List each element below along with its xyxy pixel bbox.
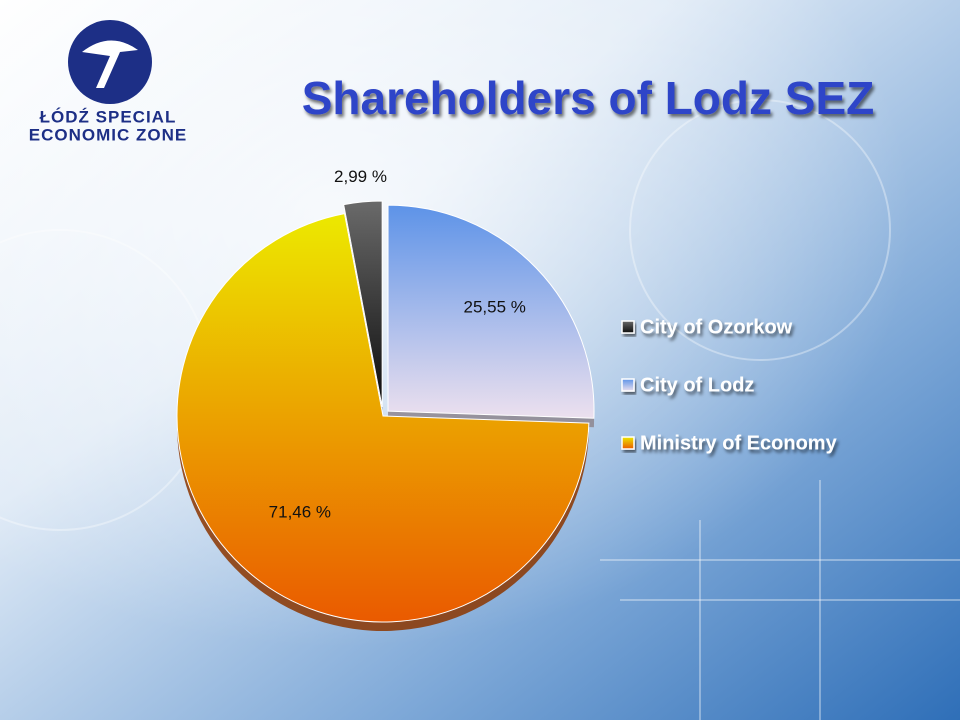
legend-label: City of Lodz — [640, 374, 754, 396]
legend-swatch — [621, 320, 635, 334]
logo-text: ECONOMIC ZONE — [29, 125, 187, 144]
legend-label: Ministry of Economy — [640, 432, 838, 454]
slice — [343, 200, 383, 408]
legend-swatch — [621, 436, 635, 450]
data-label: 2,99 % — [334, 167, 387, 186]
legend-label: City of Ozorkow — [640, 316, 793, 338]
background-lines — [0, 99, 960, 720]
data-label: 25,55 % — [464, 298, 526, 317]
logo-text: ŁÓDŹ SPECIAL — [40, 107, 177, 126]
data-label: 71,46 % — [269, 502, 331, 521]
slice — [176, 213, 590, 623]
logo: ŁÓDŹ SPECIAL ECONOMIC ZONE — [29, 20, 187, 144]
slice — [387, 204, 595, 419]
legend-swatch — [621, 378, 635, 392]
chart-title: Shareholders of Lodz SEZ — [302, 72, 875, 124]
